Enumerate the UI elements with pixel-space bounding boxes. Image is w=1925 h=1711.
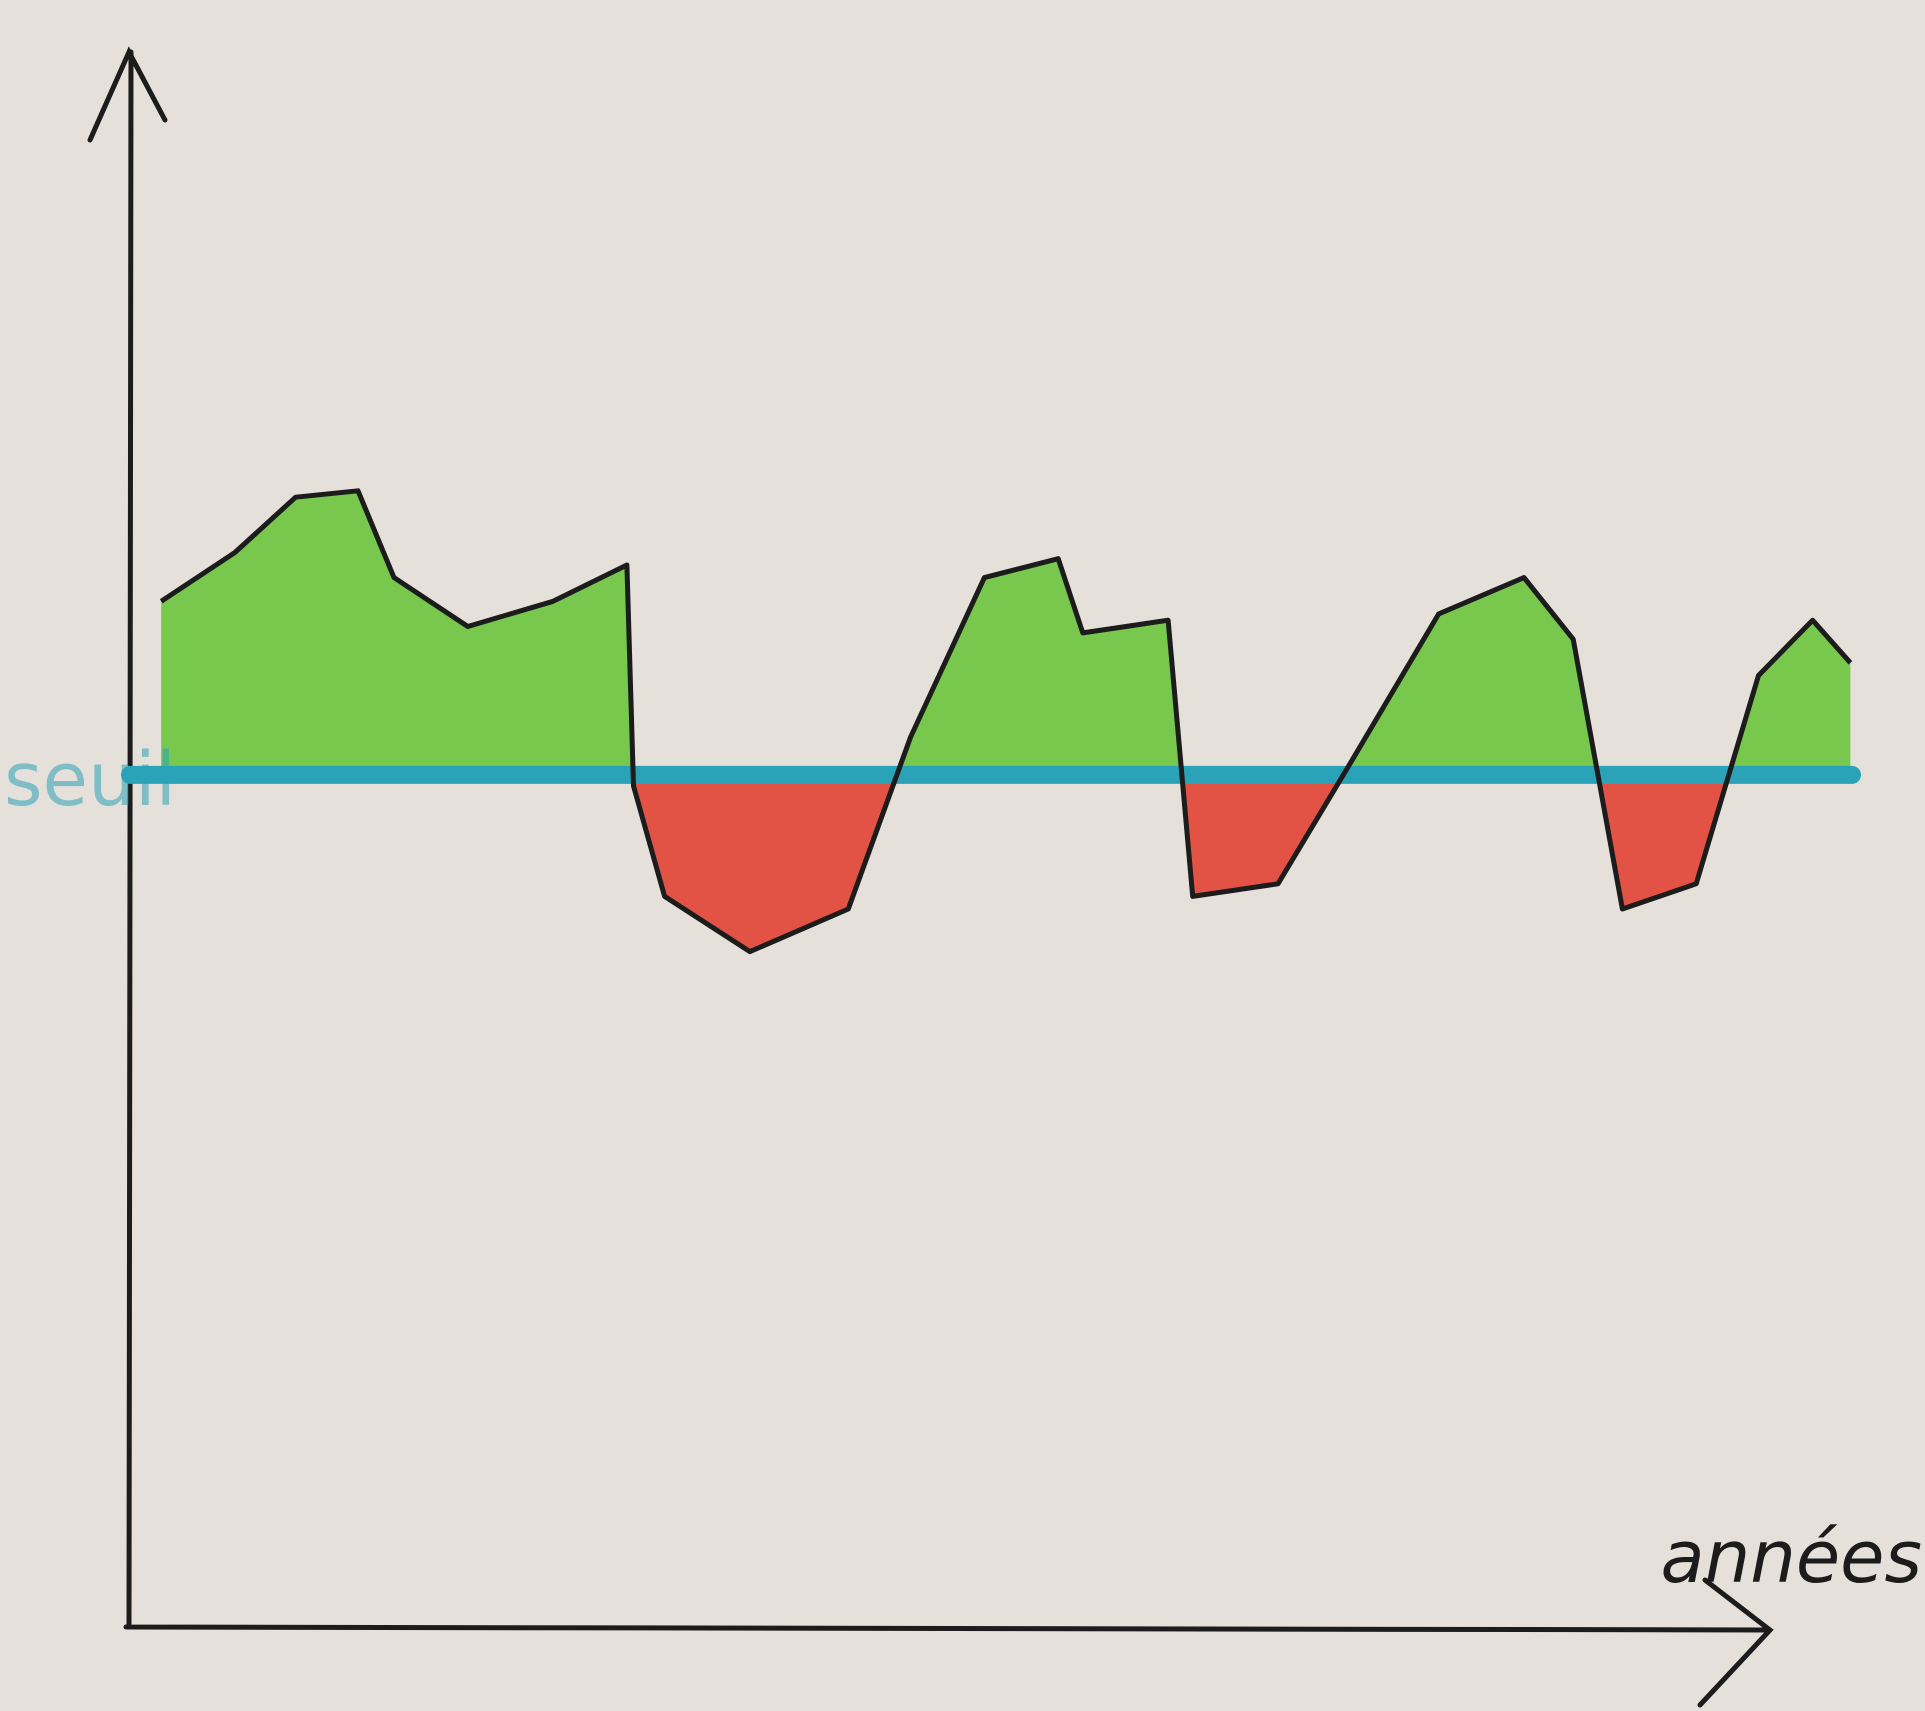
threshold-label: seuil: [4, 737, 176, 823]
shading-layer: [161, 490, 1851, 952]
axes: [87, 46, 1774, 1708]
x-axis-label: années: [1661, 1515, 1923, 1599]
below-threshold-area: [633, 774, 1729, 952]
data-line: [159, 488, 1853, 955]
above-threshold-area: [161, 490, 1851, 775]
